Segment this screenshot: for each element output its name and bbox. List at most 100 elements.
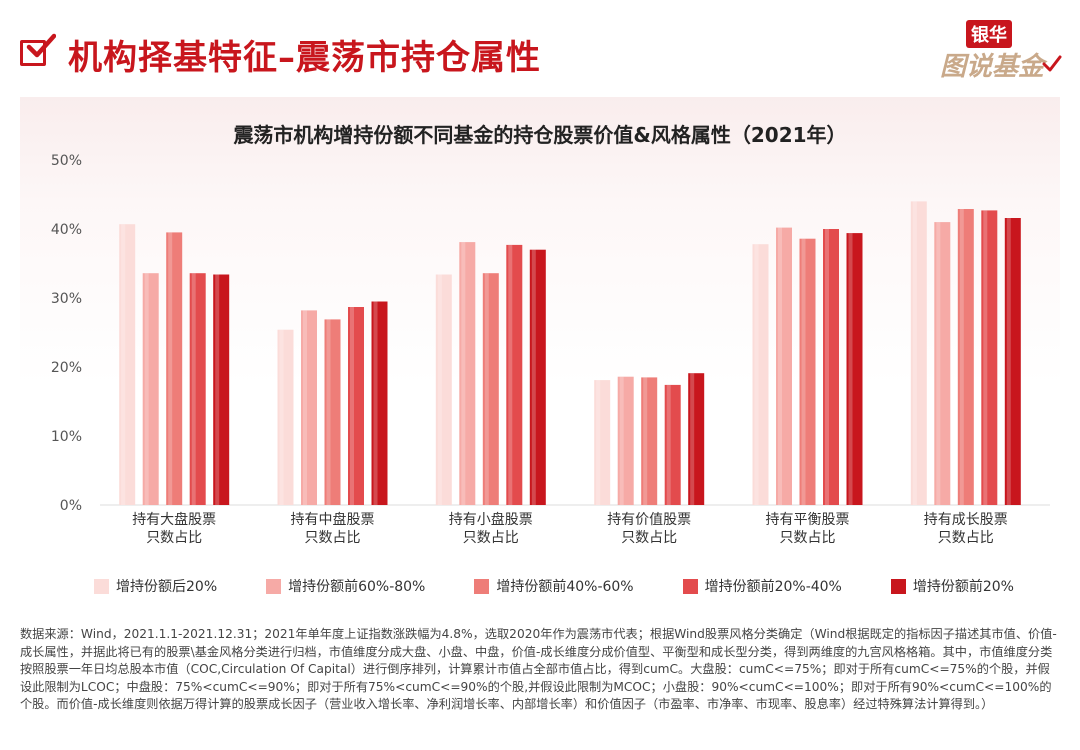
legend-swatch (682, 578, 698, 594)
bar (641, 377, 658, 505)
bar-highlight (437, 274, 442, 505)
page-title: 机构择基特征–震荡市持仓属性 (68, 38, 541, 78)
bar-highlight (350, 307, 354, 505)
bar (752, 244, 769, 505)
x-category-label: 持有价值股票 (607, 512, 691, 528)
y-tick-label: 30% (51, 291, 82, 307)
bar-highlight (778, 227, 782, 505)
bar (823, 229, 839, 505)
bar (371, 301, 388, 505)
y-tick-label: 20% (51, 360, 82, 376)
bar-highlight (531, 249, 536, 505)
bar-highlight (191, 273, 196, 505)
bar (529, 249, 546, 505)
source-note: 数据来源：Wind，2021.1.1-2021.12.31；2021年单年度上证… (20, 627, 1057, 712)
bar-highlight (983, 210, 988, 505)
bar (688, 373, 705, 505)
bar (1004, 218, 1021, 505)
bar (910, 201, 927, 505)
bar (166, 232, 183, 505)
bar-highlight (326, 319, 331, 505)
y-tick-label: 0% (60, 498, 82, 514)
legend-swatch (474, 578, 490, 594)
y-tick-label: 50% (51, 153, 82, 169)
page-header: 机构择基特征–震荡市持仓属性 银华 图说基金 (0, 0, 1080, 88)
x-category-label: 只数占比 (463, 530, 519, 546)
bar-highlight (303, 310, 307, 505)
bar (277, 329, 294, 505)
x-category-label: 只数占比 (780, 530, 836, 546)
bar-highlight (690, 373, 695, 505)
x-category-label: 持有小盘股票 (449, 511, 533, 528)
legend-item: 增持份额前20% (890, 576, 1014, 596)
bar (435, 274, 452, 505)
x-category-label: 只数占比 (938, 530, 994, 546)
bar (213, 274, 230, 505)
bar (506, 244, 523, 505)
x-category-label: 持有中盘股票 (291, 511, 375, 528)
bar (482, 273, 499, 505)
y-tick-label: 10% (51, 429, 82, 445)
bar (324, 319, 341, 505)
chart-title: 震荡市机构增持份额不同基金的持仓股票价值&风格属性（2021年） (233, 123, 847, 147)
bar (301, 310, 317, 505)
chart-panel: 震荡市机构增持份额不同基金的持仓股票价值&风格属性（2021年） 0% 10% 20… (20, 97, 1060, 620)
bar-highlight (936, 222, 941, 505)
bar (664, 384, 681, 505)
brand-logo: 银华 图说基金 (936, 18, 1066, 82)
chart-legend: 增持份额后20% 增持份额前60%-80% 增持份额前40%-60% 增持份额前20%… (94, 575, 1014, 597)
checkmark-icon (26, 33, 56, 58)
bar (846, 233, 863, 505)
bar (799, 238, 816, 505)
bar-highlight (373, 301, 378, 505)
bar (934, 222, 951, 505)
x-category-label: 持有成长股票 (924, 512, 1008, 528)
legend-swatch (266, 578, 282, 594)
bar-highlight (508, 244, 513, 505)
legend-swatch (890, 578, 906, 594)
bar (348, 307, 364, 505)
bar-highlight (168, 232, 173, 505)
logo-top-text: 银华 (966, 20, 1012, 48)
bar-highlight (215, 274, 220, 505)
x-category-label: 只数占比 (146, 530, 202, 546)
legend-item: 增持份额后20% (94, 576, 217, 596)
bar-highlight (484, 273, 489, 505)
legend-swatch (94, 578, 109, 594)
bar-highlight (121, 224, 126, 505)
bar (142, 273, 159, 505)
bar-highlight (754, 244, 759, 505)
bar-highlight (801, 238, 806, 505)
bar (776, 227, 792, 505)
bar (119, 224, 136, 505)
bar (981, 210, 998, 505)
legend-label: 增持份额后20% (116, 579, 218, 595)
bar-highlight (144, 273, 149, 505)
bar-highlight (643, 377, 648, 505)
legend-label: 增持份额前40%-60% (496, 579, 634, 595)
bar (189, 273, 206, 505)
legend-label: 增持份额前60%-80% (288, 579, 426, 595)
bar-highlight (912, 201, 917, 505)
x-category-label: 持有大盘股票 (132, 511, 216, 528)
bar (617, 376, 634, 505)
y-tick-label: 40% (51, 222, 82, 238)
legend-item: 增持份额前40%-60% (474, 576, 634, 596)
logo-bottom-text: 图说基金 (940, 52, 1045, 82)
bar-highlight (279, 329, 284, 505)
bar-highlight (666, 384, 671, 505)
bar-highlight (461, 242, 466, 505)
bar (957, 209, 974, 505)
legend-item: 增持份额前20%-40% (682, 576, 842, 596)
bar-highlight (1006, 218, 1011, 505)
bar-highlight (848, 233, 853, 505)
bar-highlight (619, 376, 624, 505)
legend-label: 增持份额前20% (912, 579, 1014, 595)
legend-label: 增持份额前20%-40% (704, 579, 842, 595)
x-category-label: 持有平衡股票 (766, 512, 850, 528)
bar (594, 380, 611, 505)
x-category-label: 只数占比 (305, 530, 361, 546)
checkbox-icon (20, 40, 46, 66)
bar (459, 242, 476, 505)
